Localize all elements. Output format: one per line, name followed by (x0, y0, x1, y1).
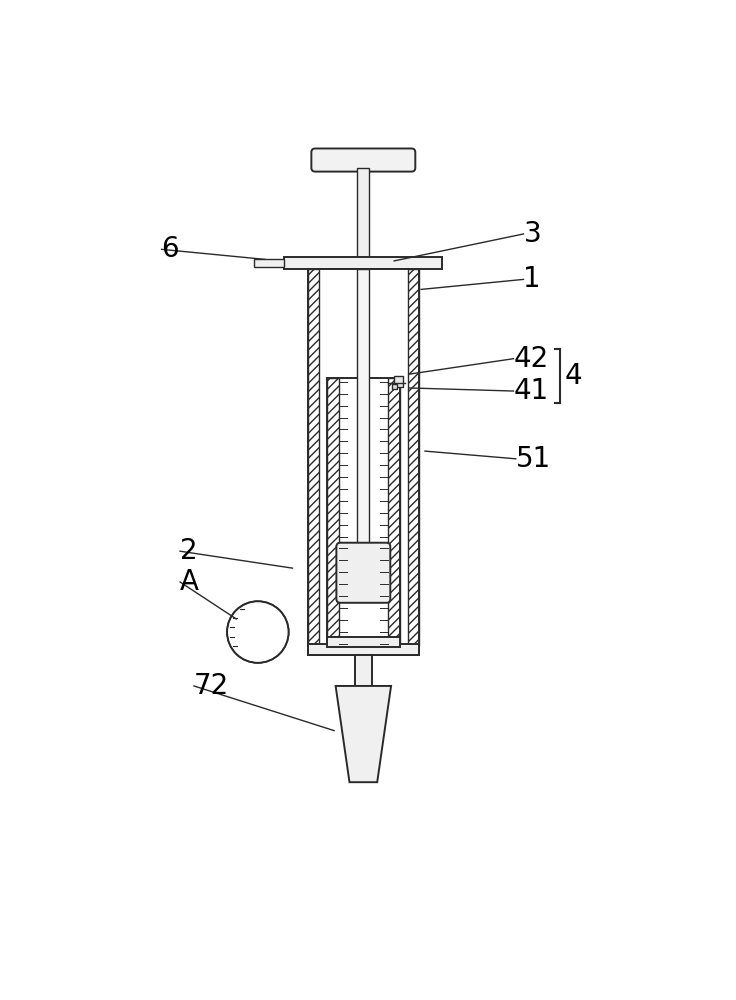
Text: 42: 42 (514, 345, 549, 373)
Bar (327, 378, 400, 647)
Bar (308, 269, 420, 655)
Text: 72: 72 (194, 672, 229, 700)
Bar (392, 384, 397, 389)
Bar (284, 257, 442, 269)
Bar (327, 637, 400, 647)
Bar (357, 269, 369, 554)
Text: 1: 1 (523, 265, 541, 293)
Bar (254, 259, 284, 267)
Bar (308, 644, 420, 655)
Bar (355, 655, 372, 686)
FancyBboxPatch shape (336, 543, 390, 603)
Text: 4: 4 (565, 362, 583, 390)
FancyBboxPatch shape (311, 148, 415, 172)
Bar (357, 168, 369, 257)
Text: 2: 2 (180, 537, 198, 565)
Bar (394, 376, 403, 387)
Polygon shape (336, 686, 391, 782)
Text: 51: 51 (516, 445, 551, 473)
Bar (388, 378, 400, 647)
Text: 41: 41 (514, 377, 549, 405)
Bar (408, 269, 420, 646)
Bar (327, 378, 339, 647)
Text: 6: 6 (162, 235, 180, 263)
Bar (308, 269, 319, 646)
Text: A: A (180, 568, 199, 596)
Text: 3: 3 (523, 220, 541, 248)
